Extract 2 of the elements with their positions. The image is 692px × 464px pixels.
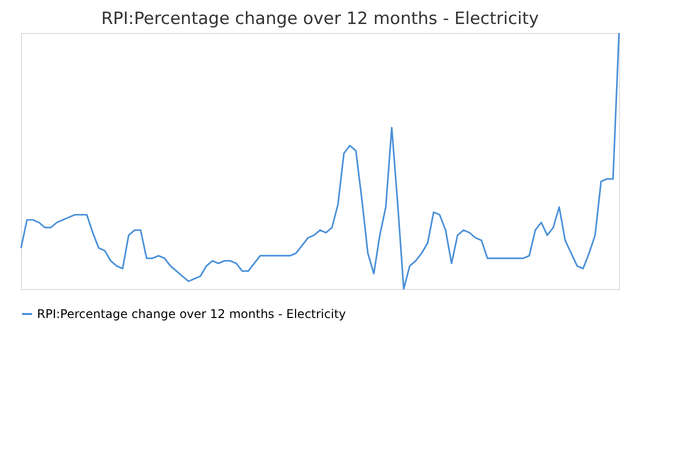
- legend-label: RPI:Percentage change over 12 months - Electricity: [37, 307, 346, 321]
- chart-title: RPI:Percentage change over 12 months - Electricity: [101, 9, 539, 30]
